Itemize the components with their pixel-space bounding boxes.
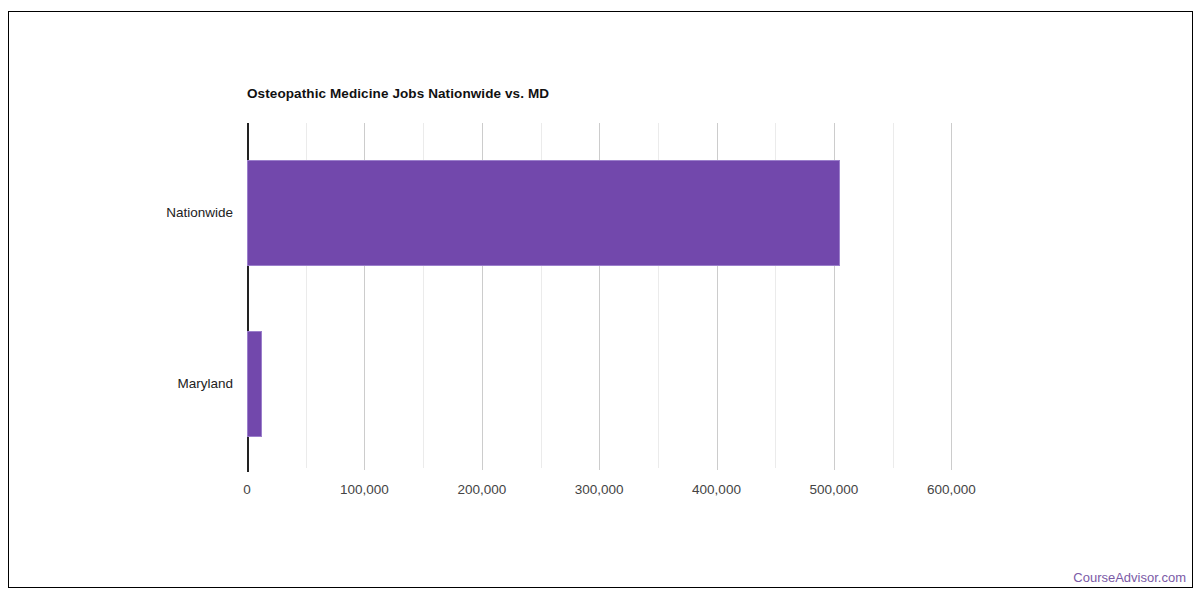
courseadvisor-link[interactable]: CourseAdvisor.com (1073, 570, 1186, 585)
x-tick-label: 600,000 (891, 482, 1011, 497)
chart-title: Osteopathic Medicine Jobs Nationwide vs.… (247, 86, 549, 101)
category-label: Nationwide (0, 204, 233, 222)
x-tick-label: 400,000 (657, 482, 777, 497)
plot-area (247, 123, 1010, 465)
category-axis: Nationwide Maryland (0, 123, 233, 465)
x-tick-label: 200,000 (422, 482, 542, 497)
x-tick-label: 0 (187, 482, 307, 497)
value-axis: 0100,000200,000300,000400,000500,000600,… (247, 482, 1010, 500)
minor-gridline (893, 123, 894, 468)
major-gridline (951, 123, 952, 470)
bar-nationwide (247, 160, 840, 266)
x-tick-label: 500,000 (774, 482, 894, 497)
x-tick-label: 100,000 (304, 482, 424, 497)
x-tick-label: 300,000 (539, 482, 659, 497)
bar-maryland (247, 331, 262, 437)
category-label: Maryland (0, 375, 233, 393)
